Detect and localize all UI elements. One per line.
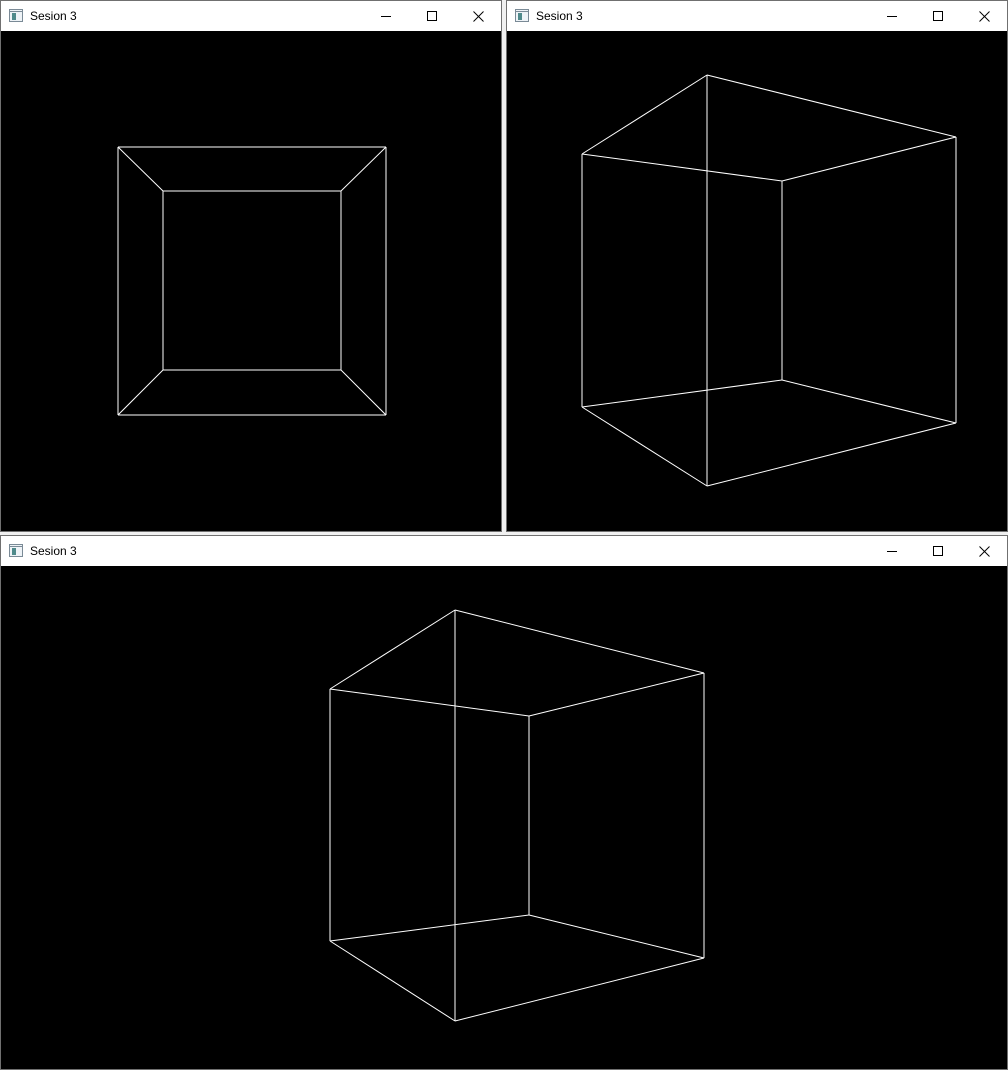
render-viewport[interactable] — [507, 31, 1007, 531]
cube-edge — [528, 914, 705, 959]
window-front-view[interactable]: Sesion 3 — [0, 0, 502, 532]
maximize-button[interactable] — [409, 1, 455, 31]
cube-edge — [329, 940, 456, 1022]
close-button[interactable] — [455, 1, 501, 31]
minimize-icon — [887, 16, 897, 17]
cube-edge — [329, 914, 530, 942]
cube-edge — [340, 369, 387, 416]
cube-edge — [581, 74, 708, 155]
close-button[interactable] — [961, 536, 1007, 566]
minimize-icon — [381, 16, 391, 17]
title-bar[interactable]: Sesion 3 — [1, 536, 1007, 566]
wireframe-cube — [329, 609, 705, 1022]
window-title: Sesion 3 — [536, 9, 583, 23]
cube-edge — [340, 146, 387, 192]
render-viewport[interactable] — [1, 566, 1007, 1069]
window-title: Sesion 3 — [30, 9, 77, 23]
app-icon — [515, 9, 529, 22]
minimize-button[interactable] — [869, 536, 915, 566]
cube-edge — [117, 146, 164, 192]
cube-edge — [706, 74, 957, 138]
close-icon — [978, 545, 990, 557]
cube-edge — [454, 609, 705, 674]
close-icon — [978, 10, 990, 22]
maximize-button[interactable] — [915, 1, 961, 31]
cube-edge — [581, 379, 783, 408]
window-title: Sesion 3 — [30, 544, 77, 558]
maximize-icon — [933, 11, 943, 21]
wireframe-cube — [581, 74, 957, 487]
cube-edge — [581, 153, 783, 182]
cube-edge — [528, 672, 705, 717]
app-icon — [9, 9, 23, 22]
minimize-icon — [887, 551, 897, 552]
window-rotated-view[interactable]: Sesion 3 — [506, 0, 1008, 532]
title-bar[interactable]: Sesion 3 — [507, 1, 1007, 31]
cube-edges — [329, 609, 705, 1022]
wireframe-cube — [117, 146, 387, 416]
maximize-icon — [933, 546, 943, 556]
cube-edge — [117, 369, 164, 416]
render-viewport[interactable] — [1, 31, 501, 531]
cube-edge — [781, 136, 957, 182]
cube-edge — [581, 406, 708, 487]
title-bar[interactable]: Sesion 3 — [1, 1, 501, 31]
app-icon — [9, 544, 23, 557]
window-rotated-wide-view[interactable]: Sesion 3 — [0, 535, 1008, 1070]
cube-edge — [706, 422, 957, 487]
close-icon — [472, 10, 484, 22]
cube-edge — [329, 688, 530, 717]
maximize-icon — [427, 11, 437, 21]
maximize-button[interactable] — [915, 536, 961, 566]
cube-edge — [454, 957, 705, 1022]
minimize-button[interactable] — [363, 1, 409, 31]
cube-edges — [117, 146, 387, 416]
close-button[interactable] — [961, 1, 1007, 31]
minimize-button[interactable] — [869, 1, 915, 31]
cube-edge — [781, 379, 957, 424]
cube-edge — [329, 609, 456, 690]
cube-edges — [581, 74, 957, 487]
